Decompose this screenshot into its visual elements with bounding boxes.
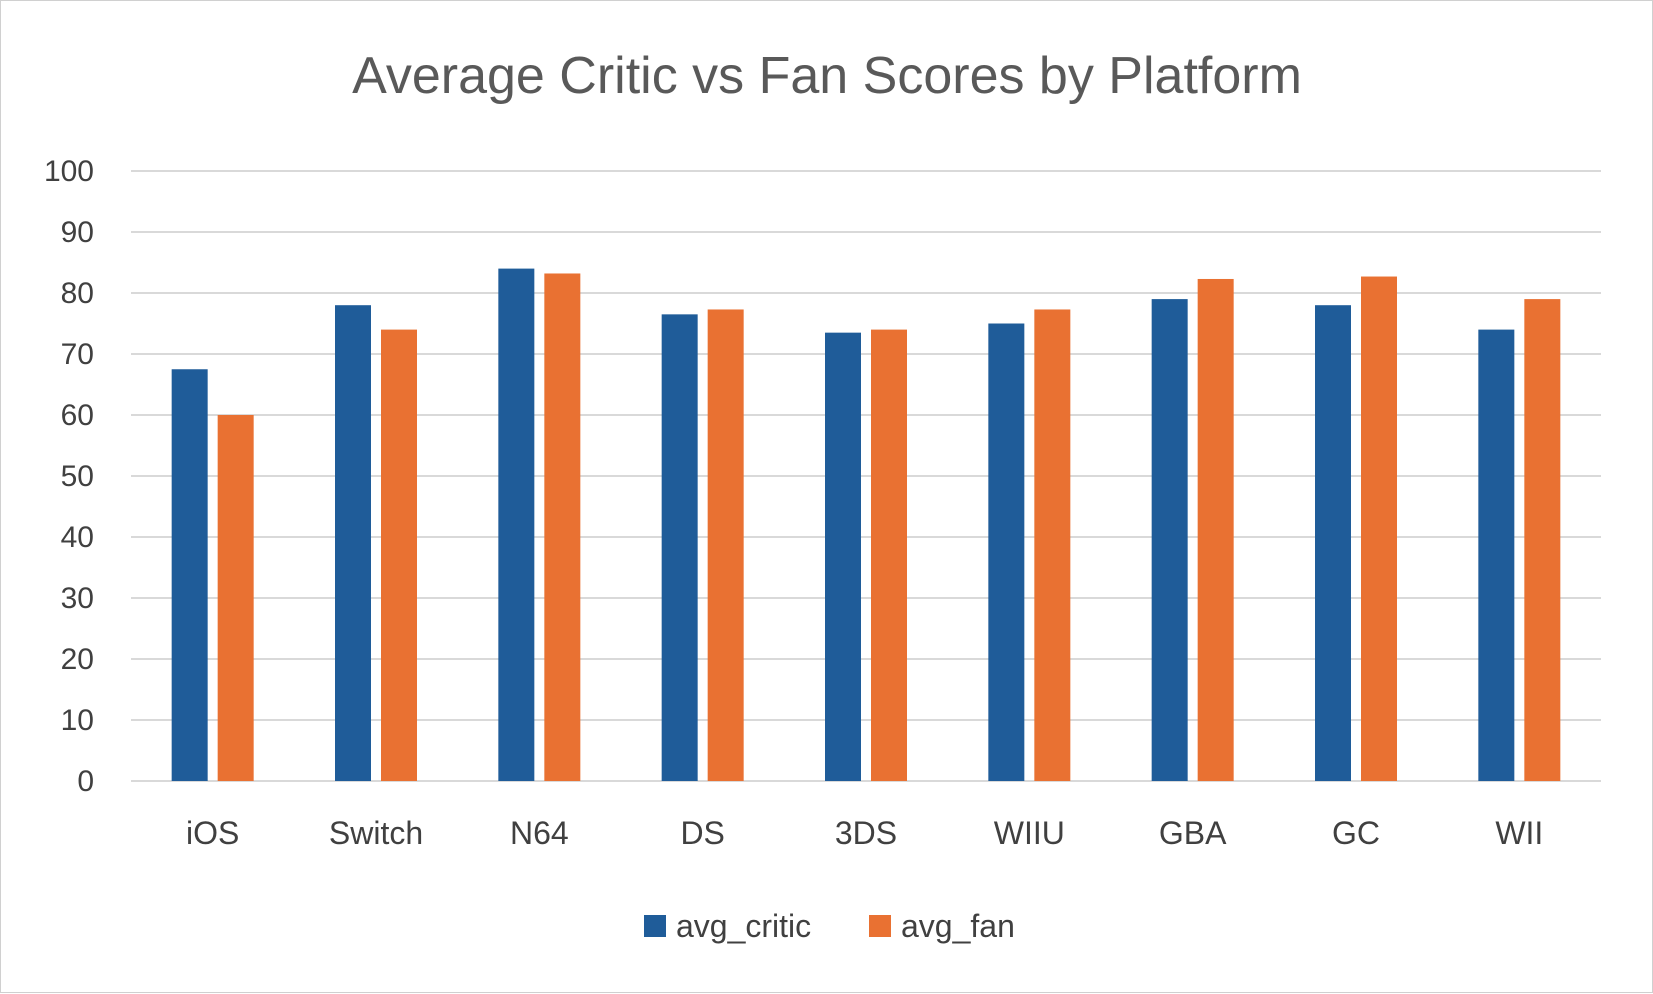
y-tick-label: 40 [61,521,94,554]
bar-avg_fan-wiiu [1034,309,1071,781]
bar-avg_critic-ios [171,369,208,781]
bar-avg_fan-n64 [544,273,581,781]
y-tick-label: 50 [61,460,94,493]
y-tick-label: 80 [61,277,94,310]
x-axis-categories: iOS Switch N64 DS 3DS WIIU GBA GC WII [186,815,1543,851]
y-axis-ticks: 0 10 20 30 40 50 60 70 80 90 100 [44,155,94,798]
legend: avg_critic avg_fan [644,908,1015,944]
bar-avg_critic-n64 [498,268,535,782]
bar-avg_critic-wiiu [988,323,1025,781]
x-category-label: GBA [1159,815,1227,851]
y-tick-label: 60 [61,399,94,432]
x-category-label: WIIU [994,815,1065,851]
bar-avg_critic-3ds [825,332,861,781]
x-category-label: WII [1495,815,1543,851]
x-category-label: 3DS [835,815,897,851]
y-tick-label: 0 [77,765,94,798]
legend-swatch-avg_critic [644,915,666,937]
bar-avg_critic-wii [1478,329,1515,781]
legend-swatch-avg_fan [869,915,891,937]
bar-avg_fan-switch [381,329,417,781]
y-tick-label: 20 [61,643,94,676]
legend-label-avg_fan: avg_fan [901,908,1015,944]
bar-avg_fan-ios [217,415,254,781]
bar-avg_critic-gba [1151,299,1188,781]
x-category-label: DS [680,815,724,851]
bars [171,268,1561,782]
y-tick-label: 30 [61,582,94,615]
y-tick-label: 100 [44,155,94,188]
x-category-label: N64 [510,815,569,851]
gridlines [131,170,1601,782]
bar-avg_critic-switch [335,305,371,781]
bar-avg_fan-3ds [871,329,907,781]
bar-avg_critic-gc [1315,305,1351,781]
x-category-label: GC [1332,815,1380,851]
y-tick-label: 90 [61,216,94,249]
bar-avg_critic-ds [661,314,698,781]
chart-title: Average Critic vs Fan Scores by Platform [352,47,1302,105]
y-tick-label: 70 [61,338,94,371]
x-category-label: iOS [186,815,239,851]
bar-avg_fan-gba [1197,278,1234,781]
x-category-label: Switch [329,815,423,851]
y-tick-label: 10 [61,704,94,737]
bar-avg_fan-ds [707,309,744,781]
bar-avg_fan-gc [1361,276,1397,781]
legend-label-avg_critic: avg_critic [676,908,811,944]
bar-avg_fan-wii [1524,299,1561,781]
